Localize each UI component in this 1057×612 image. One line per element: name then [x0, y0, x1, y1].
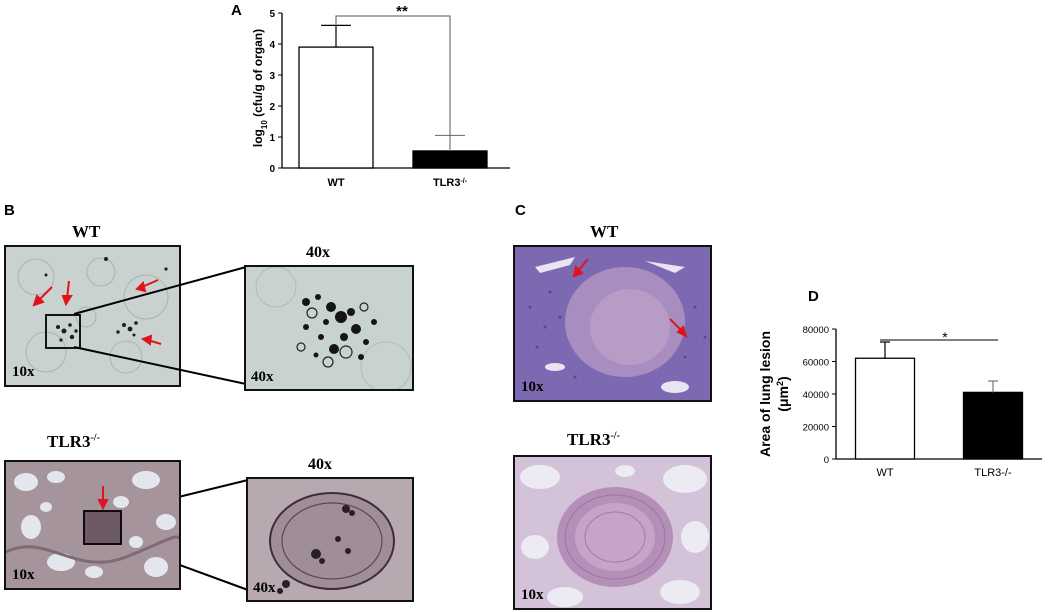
chart-d-significance: * [942, 329, 948, 345]
c-wt-10x-image: 10x [513, 245, 712, 402]
b-40x-title-top: 40x [306, 244, 330, 261]
b-wt-10x-texture [6, 247, 179, 385]
chart-a-ytick-label: 4 [269, 40, 275, 51]
b-40x-title-bottom: 40x [308, 456, 332, 473]
b-tlr-title-base: TLR3 [47, 432, 91, 451]
b-tlr-10x-texture [6, 462, 179, 588]
chart-d-ylabel-sup: 2 [775, 381, 785, 386]
chart-a-xtick-tlr3-sup: -/- [460, 178, 467, 185]
chart-a-bar-0 [298, 46, 374, 169]
chart-a-ylabel-rest: (cfu/g of organ) [251, 29, 265, 120]
panel-label-c: C [515, 202, 526, 219]
b-tlr-title: TLR3-/- [47, 432, 100, 452]
chart-d-bar-1 [962, 391, 1024, 460]
chart-a-significance: ** [396, 3, 408, 20]
c-tlr-10x-image: 10x [513, 455, 712, 610]
panel-label-b: B [4, 202, 15, 219]
chart-a-xtick-tlr3-base: TLR3 [433, 177, 461, 189]
c-wt-10x-texture [515, 247, 710, 400]
c-tlr-10x-mag: 10x [521, 587, 544, 603]
chart-a-ylabel: log10 (cfu/g of organ) [251, 29, 269, 147]
b-wt-title: WT [72, 222, 101, 241]
b-tlr-40x-texture [248, 479, 412, 600]
chart-a-significance-bracket [335, 15, 451, 136]
c-tlr-title-base: TLR3 [567, 430, 611, 449]
chart-a: log10 (cfu/g of organ) 0 1 2 3 4 5 WT TLR3-/-… [251, 3, 510, 189]
b-tlr-40x-mag: 40x [253, 580, 276, 596]
b-tlr-40x-image: 40x [246, 477, 414, 602]
chart-a-xtick-wt: WT [327, 177, 344, 189]
chart-a-ytick-label: 3 [269, 71, 275, 82]
chart-a-ylabel-base: log [251, 129, 265, 147]
chart-d-xtick-tlr3: TLR3-/- [974, 467, 1012, 479]
chart-d-bar-0 [854, 357, 916, 460]
chart-a-ylabel-sub: 10 [260, 120, 269, 129]
chart-d-ytick-label: 0 [824, 455, 829, 466]
chart-a-ytick-label: 2 [269, 102, 275, 113]
chart-d-ylabel-line1: Area of lung lesion [757, 331, 773, 457]
chart-d: Area of lung lesion (μm2) 0 20000 40000 600… [757, 325, 1042, 479]
b-tlr-10x-mag: 10x [12, 567, 35, 583]
b-wt-10x-mag: 10x [12, 364, 35, 380]
c-tlr-title: TLR3-/- [567, 430, 620, 450]
b-tlr-10x-image: 10x [4, 460, 181, 590]
b-wt-10x-image: 10x [4, 245, 181, 387]
b-wt-40x-texture [246, 267, 412, 389]
chart-a-ytick-label: 1 [269, 133, 275, 144]
c-tlr-title-sup: -/- [610, 430, 620, 442]
chart-d-ytick-label: 80000 [803, 325, 829, 336]
chart-d-ylabel-2: (μm2) [775, 376, 791, 411]
chart-d-ylabel-line2: (μm [775, 386, 791, 412]
b-wt-40x-mag: 40x [251, 369, 274, 385]
c-tlr-10x-texture [515, 457, 710, 608]
c-wt-title: WT [590, 222, 619, 241]
chart-d-xtick-wt: WT [876, 467, 893, 479]
b-wt-40x-image: 40x [244, 265, 414, 391]
panel-label-d: D [808, 288, 819, 305]
chart-d-ytick-label: 20000 [803, 423, 829, 434]
chart-a-xtick-tlr3: TLR3-/- [433, 177, 468, 189]
chart-a-ytick-label: 0 [269, 164, 275, 175]
chart-d-ytick-label: 40000 [803, 390, 829, 401]
b-tlr-title-sup: -/- [90, 432, 100, 444]
c-wt-10x-mag: 10x [521, 379, 544, 395]
chart-a-ytick-label: 5 [269, 9, 275, 20]
chart-d-ylabel-end: ) [775, 376, 791, 381]
chart-d-ytick-label: 60000 [803, 358, 829, 369]
chart-d-ylabel: Area of lung lesion [757, 331, 773, 457]
panel-label-a: A [231, 2, 242, 19]
